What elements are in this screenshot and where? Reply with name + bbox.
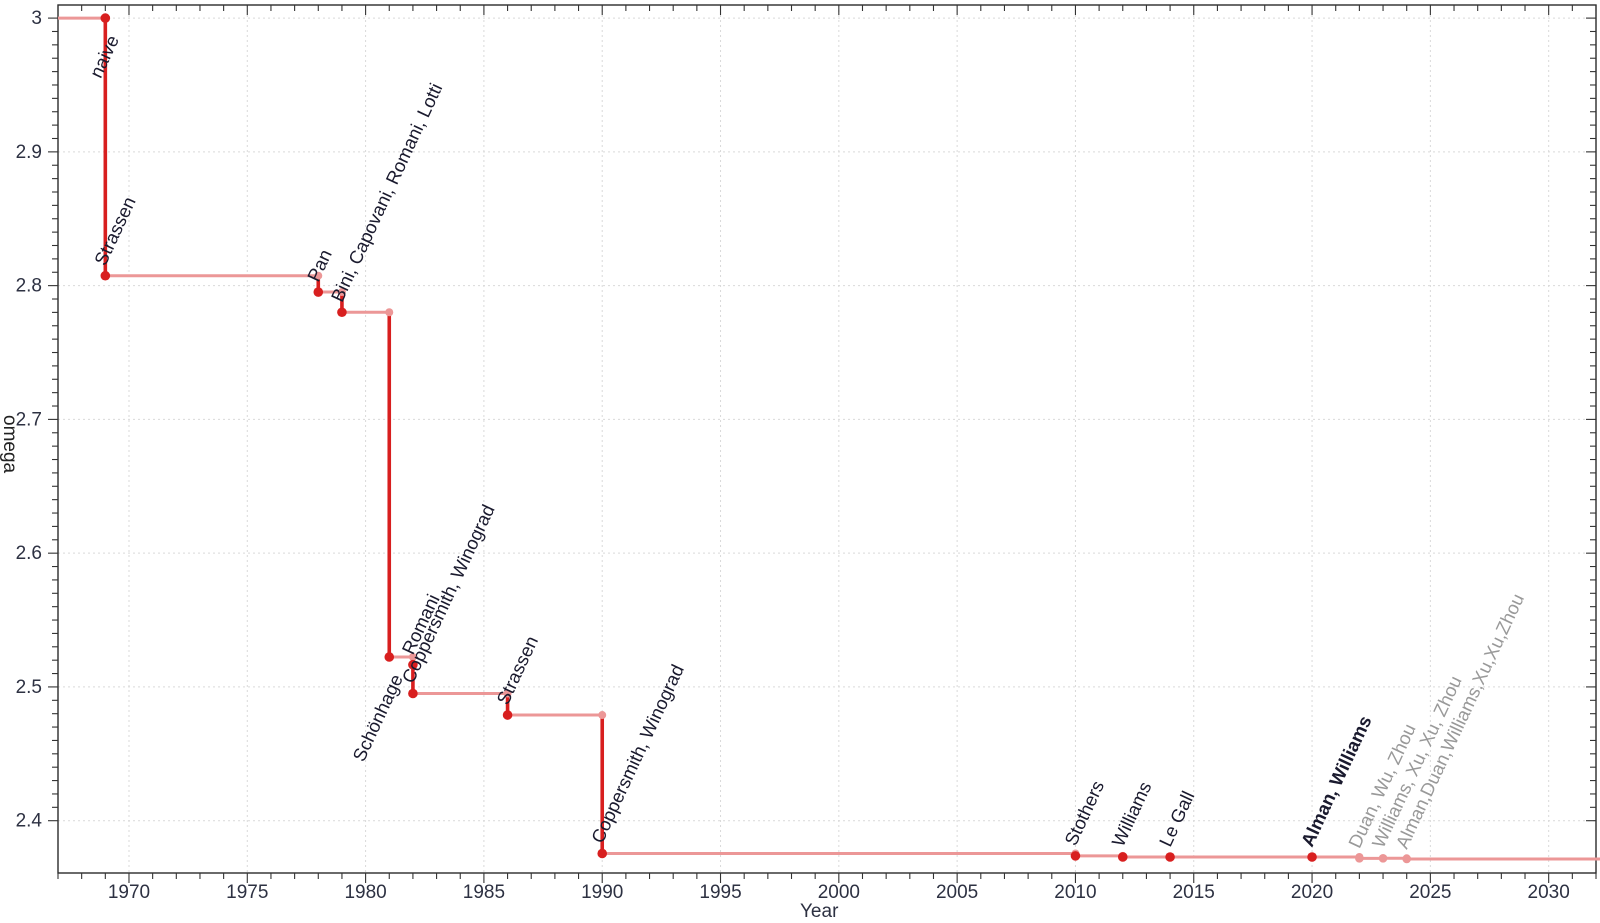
- svg-text:Schönhage: Schönhage: [348, 671, 407, 765]
- svg-text:2010: 2010: [1054, 882, 1096, 903]
- svg-text:Alman,Duan,Williams,Xu,Xu,Zhou: Alman,Duan,Williams,Xu,Xu,Zhou: [1391, 590, 1528, 851]
- svg-text:1995: 1995: [699, 882, 741, 903]
- svg-text:Strassen: Strassen: [90, 193, 140, 268]
- svg-text:2.8: 2.8: [16, 276, 42, 297]
- svg-text:2020: 2020: [1291, 882, 1333, 903]
- svg-text:Bini, Capovani, Romani, Lotti: Bini, Capovani, Romani, Lotti: [327, 80, 447, 305]
- svg-text:2005: 2005: [936, 882, 978, 903]
- svg-text:1985: 1985: [463, 882, 505, 903]
- svg-text:1970: 1970: [108, 882, 150, 903]
- svg-text:Le Gall: Le Gall: [1155, 788, 1199, 850]
- svg-text:Pan: Pan: [303, 246, 336, 285]
- svg-text:3: 3: [31, 8, 42, 29]
- svg-text:Stothers: Stothers: [1060, 777, 1108, 848]
- svg-text:2015: 2015: [1173, 882, 1215, 903]
- svg-text:Coppersmith, Winograd: Coppersmith, Winograd: [398, 501, 499, 686]
- svg-text:2.5: 2.5: [16, 677, 42, 698]
- svg-text:2025: 2025: [1409, 882, 1451, 903]
- svg-text:Williams: Williams: [1107, 778, 1155, 849]
- svg-text:2000: 2000: [818, 882, 860, 903]
- svg-text:2.9: 2.9: [16, 142, 42, 163]
- svg-text:2.6: 2.6: [16, 543, 42, 564]
- svg-text:2.4: 2.4: [16, 811, 43, 832]
- svg-text:Strassen: Strassen: [492, 633, 542, 708]
- svg-text:1980: 1980: [344, 882, 386, 903]
- svg-text:naive: naive: [85, 32, 123, 81]
- svg-text:1975: 1975: [226, 882, 268, 903]
- svg-text:2030: 2030: [1528, 882, 1570, 903]
- svg-text:1990: 1990: [581, 882, 623, 903]
